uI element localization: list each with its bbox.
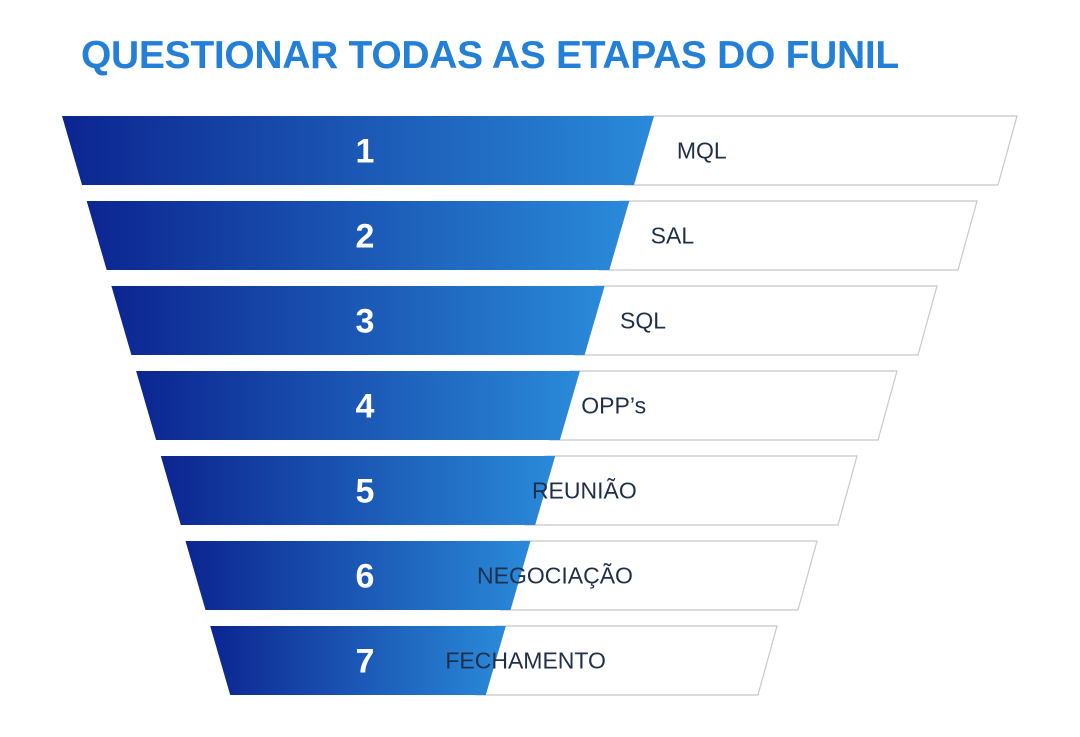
funnel-stage-3: 3 SQL: [111, 285, 938, 356]
funnel-stages: 1 MQL 2 SAL 3 SQL 4 OPP’s 5 REUNIÃO 6 NEGOCIAÇÃO 7 FE…: [62, 115, 1018, 696]
stage-label: MQL: [677, 138, 727, 164]
stage-band: [62, 116, 654, 185]
stage-band: [185, 541, 531, 610]
stage-number: 6: [356, 558, 375, 596]
stage-band: [111, 286, 605, 355]
stage-band: [136, 371, 580, 440]
stage-band: [210, 626, 506, 695]
funnel-stage-7: 7 FECHAMENTO: [210, 625, 778, 696]
stage-number: 3: [356, 303, 375, 341]
page-title: QUESTIONAR TODAS AS ETAPAS DO FUNIL: [81, 34, 899, 77]
stage-label: REUNIÃO: [532, 478, 637, 504]
funnel-stage-5: 5 REUNIÃO: [160, 455, 858, 526]
stage-number: 2: [356, 218, 375, 256]
stage-label: NEGOCIAÇÃO: [477, 563, 633, 589]
stage-number: 7: [356, 643, 375, 681]
stage-label: OPP’s: [581, 393, 646, 419]
stage-label: SQL: [620, 308, 666, 334]
funnel-stage-4: 4 OPP’s: [136, 370, 898, 441]
stage-number: 1: [356, 133, 375, 171]
funnel-stage-1: 1 MQL: [62, 115, 1018, 186]
funnel-stage-6: 6 NEGOCIAÇÃO: [185, 540, 818, 611]
stage-number: 4: [356, 388, 375, 426]
stage-band: [86, 201, 630, 270]
funnel-stage-2: 2 SAL: [86, 200, 978, 271]
stage-number: 5: [356, 473, 375, 511]
stage-label: FECHAMENTO: [445, 648, 606, 674]
stage-band: [160, 456, 556, 525]
stage-label: SAL: [651, 223, 695, 249]
